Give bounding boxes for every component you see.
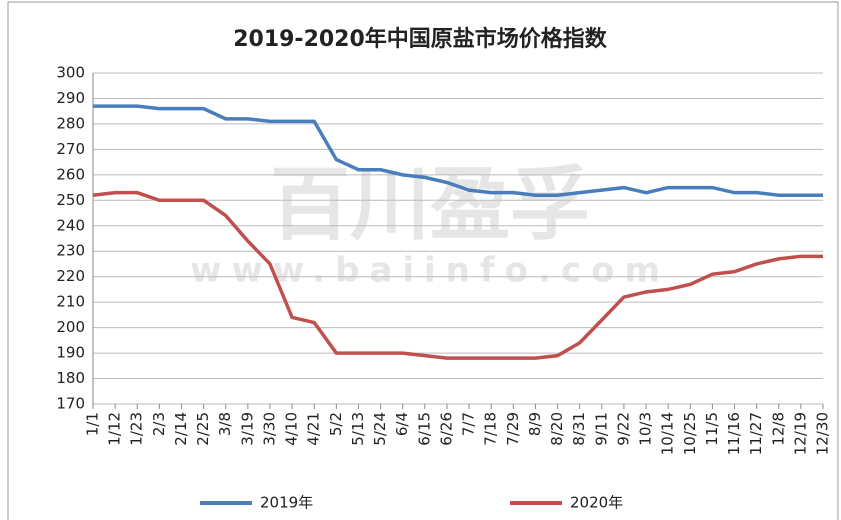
x-tick-label: 9/11 (592, 412, 610, 446)
y-tick-label: 290 (56, 89, 85, 107)
x-tick-label: 10/14 (659, 412, 677, 455)
x-tick-label: 10/25 (681, 412, 699, 455)
watermark: www.baiinfo.com (190, 251, 670, 291)
y-tick-label: 190 (56, 344, 85, 362)
chart-border (7, 1, 839, 520)
y-tick-label: 200 (56, 318, 85, 336)
y-tick-label: 250 (56, 191, 85, 209)
x-tick-label: 9/22 (614, 412, 632, 446)
x-tick-label: 7/7 (460, 412, 478, 436)
x-tick-label: 2/25 (194, 412, 212, 446)
x-tick-label: 5/24 (371, 412, 389, 446)
legend-label: 2019年 (260, 494, 313, 512)
x-tick-label: 8/9 (526, 412, 544, 436)
x-tick-label: 11/5 (703, 412, 721, 446)
line (93, 104, 823, 197)
x-tick-label: 8/20 (548, 412, 566, 446)
y-tick-label: 170 (56, 395, 85, 413)
x-tick-label: 5/13 (349, 412, 367, 446)
x-tick-label: 7/18 (482, 412, 500, 446)
y-tick-label: 260 (56, 165, 85, 183)
x-tick-label: 11/27 (747, 412, 765, 455)
x-tick-label: 1/12 (106, 412, 124, 446)
x-tick-label: 4/21 (305, 412, 323, 446)
x-tick-label: 12/8 (769, 412, 787, 446)
x-tick-label: 11/16 (725, 412, 743, 455)
x-tick-label: 12/30 (814, 412, 832, 455)
x-tick-label: 7/29 (504, 412, 522, 446)
x-tick-label: 6/15 (415, 412, 433, 446)
x-tick-label: 6/26 (437, 412, 455, 446)
line (92, 190, 823, 360)
watermark: 百川盈孚 (270, 158, 590, 251)
x-tick-label: 5/2 (327, 412, 345, 436)
y-tick-label: 210 (56, 293, 85, 311)
x-tick-label: 3/8 (216, 412, 234, 436)
y-tick-label: 240 (56, 216, 85, 234)
y-tick-label: 300 (56, 64, 85, 82)
x-tick-label: 12/19 (791, 412, 809, 455)
x-tick-label: 3/30 (260, 412, 278, 446)
y-tick-label: 270 (56, 140, 85, 158)
chart-title: 2019-2020年中国原盐市场价格指数 (233, 26, 608, 52)
x-tick-label: 3/19 (238, 412, 256, 446)
x-tick-label: 1/23 (128, 412, 146, 446)
y-tick-label: 220 (56, 267, 85, 285)
x-tick-label: 4/10 (283, 412, 301, 446)
y-tick-label: 280 (56, 114, 85, 132)
x-tick-label: 2/3 (150, 412, 168, 436)
x-tick-label: 2/14 (172, 412, 190, 446)
x-tick-label: 10/3 (637, 412, 655, 446)
legend-label: 2020年 (570, 494, 623, 512)
y-tick-label: 230 (56, 242, 85, 260)
y-tick-label: 180 (56, 369, 85, 387)
x-tick-label: 1/1 (84, 412, 102, 436)
x-tick-label: 6/4 (393, 412, 411, 436)
x-tick-label: 8/31 (570, 412, 588, 446)
